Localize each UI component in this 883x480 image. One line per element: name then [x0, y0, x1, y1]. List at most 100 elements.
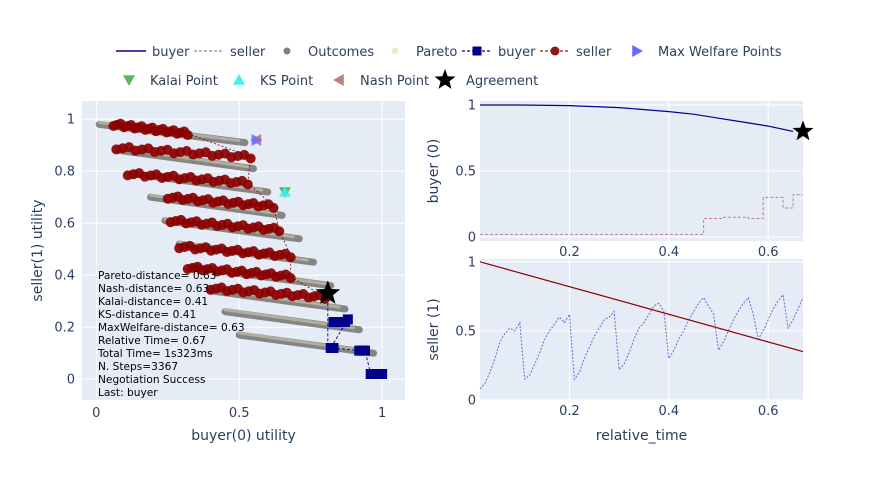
- annotation-line: N. Steps=3367: [98, 361, 178, 373]
- legend: buyer seller Outcomes Pareto buyer seller Max …: [116, 45, 782, 89]
- y-tick-label: 0.2: [54, 321, 75, 336]
- x-axis-title: relative_time: [596, 428, 687, 444]
- legend-item-row2-2: Nash Point: [333, 74, 429, 89]
- legend-item-row1-4: buyer: [462, 45, 536, 60]
- annotation-line: Pareto-distance= 0.63: [98, 270, 216, 282]
- legend-star-swatch: [434, 69, 456, 89]
- y-tick-label: 1: [468, 255, 476, 270]
- legend-item-row1-5: seller: [540, 45, 612, 60]
- legend-triangle-down-swatch: [123, 75, 135, 86]
- y-tick-label: 1: [468, 98, 476, 113]
- y-axis-title: buyer (0): [426, 139, 442, 204]
- legend-label: Max Welfare Points: [658, 45, 782, 60]
- x-tick-label: 0.2: [559, 245, 580, 260]
- buyer-offer-line: [479, 293, 804, 390]
- x-tick-label: 0.5: [229, 406, 250, 421]
- seller-offer-path: [278, 229, 292, 256]
- annotation-line: Negotiation Success: [98, 374, 206, 386]
- legend-label: buyer: [152, 45, 190, 60]
- y-tick-label: 0.6: [54, 217, 75, 232]
- seller-offer-point: [274, 226, 285, 237]
- seller-offer-path: [290, 276, 326, 298]
- annotation-line: Kalai-distance= 0.41: [98, 296, 208, 308]
- pareto-band: [237, 331, 370, 353]
- x-tick-label: 0.6: [758, 404, 779, 419]
- ks-point-marker: [278, 186, 291, 197]
- annotation-line: Relative Time= 0.67: [98, 335, 206, 347]
- y-tick-label: 0.5: [455, 324, 476, 339]
- x-axis-title: buyer(0) utility: [191, 428, 296, 444]
- annotation-line: Nash-distance= 0.63: [98, 283, 209, 295]
- buyer-offer-point: [331, 317, 342, 327]
- buyer-offer-point: [328, 343, 339, 353]
- y-tick-label: 1: [67, 113, 75, 128]
- legend-label: Kalai Point: [150, 74, 218, 89]
- agreement-star: [792, 120, 814, 141]
- x-tick-label: 0.6: [758, 245, 779, 260]
- annotation-line: KS-distance= 0.41: [98, 309, 196, 321]
- x-tick-label: 0.4: [658, 245, 679, 260]
- y-tick-label: 0: [468, 394, 476, 409]
- seller-offer-point: [182, 130, 193, 141]
- seller-offer-path: [187, 133, 251, 158]
- x-tick-label: 0.4: [658, 404, 679, 419]
- legend-item-row1-0: buyer: [116, 45, 190, 60]
- legend-label: buyer: [498, 45, 536, 60]
- legend-item-row1-6: Max Welfare Points: [632, 45, 782, 60]
- legend-label: seller: [230, 45, 266, 60]
- buyer-offer-point: [377, 369, 388, 379]
- y-tick-label: 0.5: [455, 165, 476, 180]
- seller-utility-panel: 0.2 0.4 0.6 0 0.5 1 relative_time seller (1): [426, 255, 804, 444]
- legend-triangle-right-swatch: [632, 45, 643, 57]
- legend-dot-swatch: [391, 47, 399, 55]
- seller-offer-line: [480, 194, 803, 235]
- seller-utility-line: [479, 261, 804, 353]
- legend-label: KS Point: [260, 74, 313, 89]
- legend-item-row2-0: Kalai Point: [123, 74, 218, 89]
- buyer-utility-panel: 0.2 0.4 0.6 0 0.5 1 buyer (0): [426, 98, 814, 260]
- seller-offer-point: [285, 273, 296, 284]
- legend-circle-swatch: [550, 46, 560, 56]
- legend-label: Nash Point: [360, 74, 429, 89]
- seller-offer-path: [247, 182, 274, 207]
- legend-item-row1-1: seller: [194, 45, 266, 60]
- y-tick-label: 0.4: [54, 269, 75, 284]
- y-axis-title: seller (1): [426, 298, 442, 360]
- buyer-utility-line: [480, 104, 794, 132]
- y-axis-title: seller(1) utility: [30, 199, 46, 301]
- legend-label: seller: [576, 45, 612, 60]
- seller-offer-point: [242, 179, 253, 190]
- legend-label: Agreement: [466, 74, 538, 89]
- legend-label: Pareto: [416, 45, 457, 60]
- seller-offer-path: [247, 156, 252, 183]
- annotation-line: MaxWelfare-distance= 0.63: [98, 322, 245, 334]
- legend-item-row2-1: KS Point: [233, 74, 313, 89]
- max-welfare-point-marker: [251, 134, 263, 146]
- x-tick-label: 1: [378, 406, 386, 421]
- legend-label: Outcomes: [308, 45, 374, 60]
- annotation-line: Total Time= 1s323ms: [97, 348, 213, 360]
- buyer-offer-point: [359, 345, 370, 356]
- legend-dot-swatch: [283, 47, 291, 55]
- legend-item-row1-3: Pareto: [391, 45, 457, 60]
- agreement-star: [315, 280, 341, 304]
- utility-space-panel: 0 0.5 1 0 0.2 0.4 0.6 0.8 1 buyer(0) utility selle…: [30, 101, 405, 444]
- seller-offer-path: [273, 206, 280, 230]
- y-tick-label: 0.8: [54, 165, 75, 180]
- x-tick-label: 0: [92, 406, 100, 421]
- buyer-offer-point: [371, 369, 382, 379]
- legend-triangle-left-swatch: [333, 74, 344, 86]
- y-tick-label: 0: [67, 373, 75, 388]
- legend-square-swatch: [472, 46, 482, 56]
- x-tick-label: 0.2: [559, 404, 580, 419]
- annotation-line: Last: buyer: [98, 387, 158, 399]
- buyer-offer-point: [342, 314, 353, 325]
- y-tick-label: 0: [468, 231, 476, 246]
- legend-item-row2-3: Agreement: [434, 69, 538, 89]
- legend-triangle-up-swatch: [233, 74, 245, 85]
- legend-item-row1-2: Outcomes: [283, 45, 374, 60]
- plot-area: [95, 118, 388, 379]
- plot-background: [480, 259, 803, 400]
